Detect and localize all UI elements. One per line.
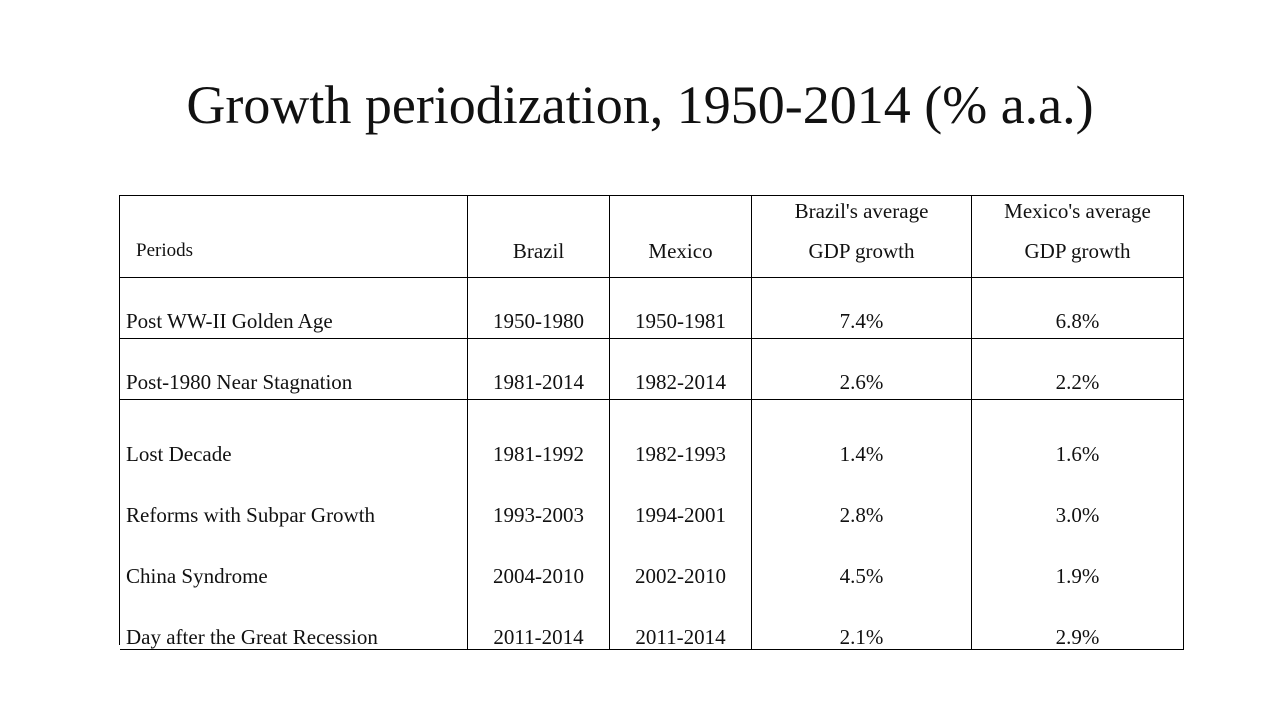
table-row-golden-age-mexico: 1950-1981 (610, 278, 752, 339)
period-label: China Syndrome (126, 564, 268, 588)
mexico-growth-value: 1.6% (1055, 442, 1100, 466)
brazil-growth-value: 2.1% (839, 625, 884, 649)
mexico-years: 1994-2001 (635, 503, 726, 527)
table-row-golden-age-mexico-growth: 6.8% (972, 278, 1184, 339)
subperiod-brazil-column: 1981-1992 1993-2003 2004-2010 2011-2014 (468, 400, 610, 650)
header-brazil-label: Brazil (512, 239, 565, 263)
brazil-years: 1981-2014 (493, 370, 584, 394)
mexico-years: 2011-2014 (635, 625, 726, 649)
period-label: Reforms with Subpar Growth (126, 503, 376, 527)
table-row-golden-age-period: Post WW-II Golden Age (120, 278, 468, 339)
header-periods: Periods (120, 196, 468, 278)
header-brazil-average-line2: GDP growth (808, 239, 915, 263)
growth-table: Periods Brazil Mexico Brazil's average G… (119, 195, 1184, 650)
header-mexico-label: Mexico (648, 239, 713, 263)
subperiod-brazil-growth-column: 1.4% 2.8% 4.5% 2.1% (752, 400, 972, 650)
mexico-years: 1982-1993 (635, 442, 726, 466)
period-label: Post WW-II Golden Age (126, 309, 333, 333)
header-mexico-average-line1: Mexico's average (1004, 199, 1151, 223)
brazil-years: 1993-2003 (493, 503, 584, 527)
header-brazil-average: Brazil's average GDP growth (752, 196, 972, 278)
mexico-years: 1982-2014 (635, 370, 726, 394)
header-brazil: Brazil (468, 196, 610, 278)
slide-title: Growth periodization, 1950-2014 (% a.a.) (186, 75, 1094, 135)
brazil-growth-value: 2.6% (839, 370, 884, 394)
header-mexico-average: Mexico's average GDP growth (972, 196, 1184, 278)
header-mexico: Mexico (610, 196, 752, 278)
header-mexico-average-line2: GDP growth (1024, 239, 1131, 263)
table-row-golden-age-brazil-growth: 7.4% (752, 278, 972, 339)
header-brazil-average-line1: Brazil's average (794, 199, 929, 223)
period-label: Lost Decade (126, 442, 232, 466)
brazil-years: 2004-2010 (493, 564, 584, 588)
table-row-stagnation-mexico-growth: 2.2% (972, 339, 1184, 400)
brazil-growth-value: 2.8% (839, 503, 884, 527)
mexico-growth-value: 6.8% (1055, 309, 1100, 333)
brazil-years: 1981-1992 (493, 442, 584, 466)
table-row-stagnation-mexico: 1982-2014 (610, 339, 752, 400)
subperiod-mexico-column: 1982-1993 1994-2001 2002-2010 2011-2014 (610, 400, 752, 650)
brazil-growth-value: 1.4% (839, 442, 884, 466)
subperiod-mexico-growth-column: 1.6% 3.0% 1.9% 2.9% (972, 400, 1184, 650)
mexico-growth-value: 3.0% (1055, 503, 1100, 527)
table-row-stagnation-brazil: 1981-2014 (468, 339, 610, 400)
table-row-stagnation-period: Post-1980 Near Stagnation (120, 339, 468, 400)
header-periods-label: Periods (136, 240, 193, 261)
table-row-stagnation-brazil-growth: 2.6% (752, 339, 972, 400)
brazil-growth-value: 4.5% (839, 564, 884, 588)
brazil-growth-value: 7.4% (839, 309, 884, 333)
brazil-years: 2011-2014 (493, 625, 584, 649)
mexico-years: 1950-1981 (635, 309, 726, 333)
period-label: Day after the Great Recession (126, 625, 378, 649)
mexico-growth-value: 1.9% (1055, 564, 1100, 588)
subperiod-periods-column: Lost Decade Reforms with Subpar Growth C… (120, 400, 468, 650)
brazil-years: 1950-1980 (493, 309, 584, 333)
period-label: Post-1980 Near Stagnation (126, 370, 353, 394)
mexico-growth-value: 2.2% (1055, 370, 1100, 394)
mexico-growth-value: 2.9% (1055, 625, 1100, 649)
table-row-golden-age-brazil: 1950-1980 (468, 278, 610, 339)
mexico-years: 2002-2010 (635, 564, 726, 588)
